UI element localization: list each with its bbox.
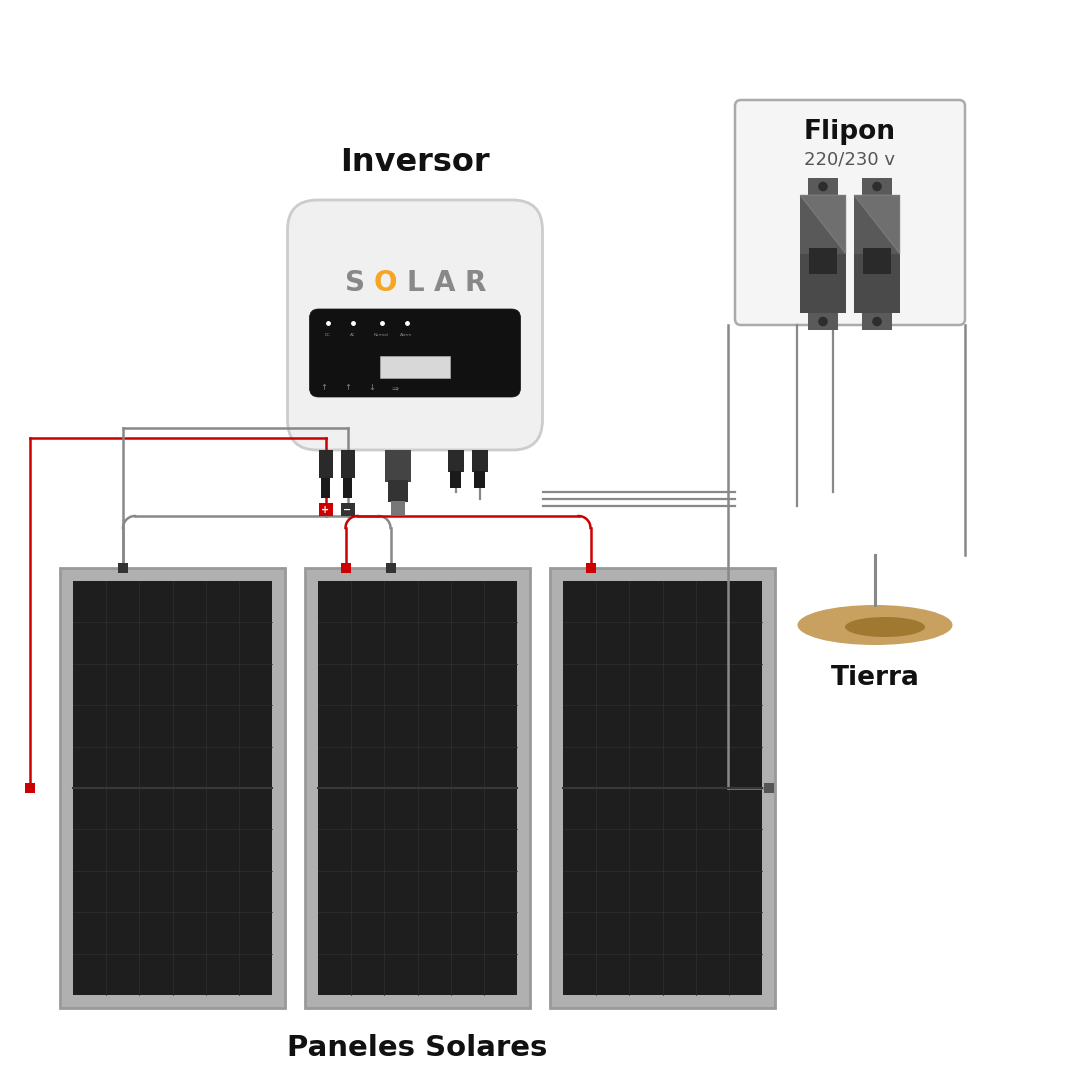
Bar bbox=[340, 450, 354, 478]
Text: +: + bbox=[322, 504, 329, 514]
Text: Flipon: Flipon bbox=[804, 119, 896, 145]
Text: ↓: ↓ bbox=[368, 383, 375, 392]
Polygon shape bbox=[854, 195, 900, 254]
FancyBboxPatch shape bbox=[287, 200, 542, 450]
Bar bbox=[800, 195, 846, 313]
Bar bbox=[318, 581, 517, 995]
Bar bbox=[472, 450, 487, 472]
Text: 220/230 v: 220/230 v bbox=[805, 151, 895, 168]
Bar bbox=[447, 450, 463, 472]
Text: Normal: Normal bbox=[374, 333, 389, 337]
Text: Paneles Solares: Paneles Solares bbox=[287, 1034, 548, 1062]
Bar bbox=[800, 195, 846, 254]
Polygon shape bbox=[800, 195, 846, 254]
Bar bbox=[73, 581, 272, 995]
Text: R: R bbox=[464, 269, 486, 297]
Bar bbox=[809, 248, 837, 274]
Text: ↑: ↑ bbox=[320, 383, 327, 392]
Circle shape bbox=[873, 181, 881, 191]
Bar bbox=[563, 581, 762, 995]
Ellipse shape bbox=[797, 605, 953, 645]
FancyBboxPatch shape bbox=[735, 100, 966, 325]
Bar bbox=[808, 178, 838, 195]
Bar bbox=[340, 503, 354, 516]
Bar bbox=[321, 478, 330, 498]
Bar bbox=[764, 783, 774, 793]
Bar bbox=[585, 563, 595, 573]
Text: Tierra: Tierra bbox=[831, 665, 919, 691]
Ellipse shape bbox=[845, 617, 924, 637]
Bar bbox=[340, 563, 351, 573]
Bar bbox=[474, 471, 485, 488]
Bar bbox=[60, 568, 285, 1008]
Bar bbox=[854, 195, 900, 254]
Bar bbox=[863, 248, 891, 274]
Bar bbox=[319, 503, 333, 516]
Bar bbox=[854, 195, 900, 313]
Bar bbox=[862, 178, 892, 195]
Text: DC: DC bbox=[324, 333, 330, 337]
Text: Alarm: Alarm bbox=[401, 333, 413, 337]
Bar bbox=[25, 783, 35, 793]
Bar bbox=[388, 480, 407, 502]
Text: A: A bbox=[434, 269, 456, 297]
Text: O: O bbox=[374, 269, 396, 297]
Circle shape bbox=[873, 316, 881, 326]
Circle shape bbox=[819, 181, 827, 191]
Text: ↑: ↑ bbox=[345, 383, 351, 392]
Bar bbox=[550, 568, 775, 1008]
Text: −: − bbox=[343, 504, 352, 514]
Bar bbox=[808, 313, 838, 330]
Bar bbox=[384, 450, 410, 482]
Text: AC: AC bbox=[350, 333, 355, 337]
Bar bbox=[343, 478, 352, 498]
Bar bbox=[118, 563, 129, 573]
Bar bbox=[391, 501, 405, 515]
Text: L: L bbox=[406, 269, 423, 297]
Bar bbox=[862, 313, 892, 330]
Bar bbox=[380, 356, 450, 378]
Text: S: S bbox=[345, 269, 365, 297]
Bar bbox=[450, 471, 461, 488]
FancyBboxPatch shape bbox=[310, 309, 521, 397]
Circle shape bbox=[819, 316, 827, 326]
Bar bbox=[386, 563, 395, 573]
Bar bbox=[319, 450, 333, 478]
Bar bbox=[305, 568, 530, 1008]
Text: ⇒: ⇒ bbox=[392, 383, 399, 392]
Text: Inversor: Inversor bbox=[340, 147, 490, 178]
